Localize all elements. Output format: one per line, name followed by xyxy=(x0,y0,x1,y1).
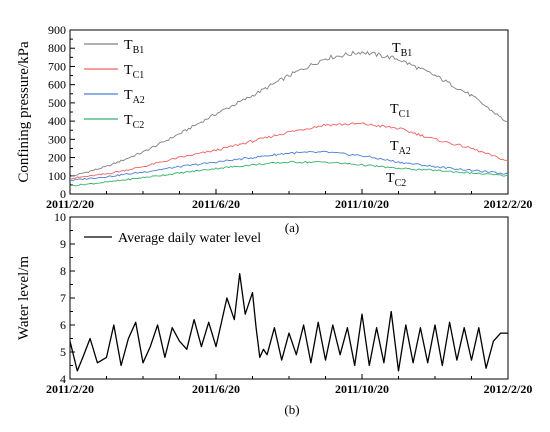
panel-b-y-tick-label: 9 xyxy=(60,237,66,251)
panel-b-y-tick-label: 5 xyxy=(60,345,66,359)
panel-b-label: (b) xyxy=(284,402,299,417)
panel-a-y-tick-label: 400 xyxy=(48,114,66,128)
panel-b-x-tick-label: 2011/6/20 xyxy=(192,382,240,396)
series-line-t-a2 xyxy=(69,150,509,182)
panel-a-y-tick-label: 700 xyxy=(48,59,66,73)
series-line-t-c1 xyxy=(69,122,509,180)
panel-b-x-tick-label: 2012/2/20 xyxy=(484,382,533,396)
panel-a-y-tick-label: 100 xyxy=(48,169,66,183)
panel-a-label: (a) xyxy=(285,220,299,235)
legend-label-b1: TB1 xyxy=(124,38,144,56)
panel-b-x-tick-label: 2011/10/20 xyxy=(335,382,389,396)
panel-b-series xyxy=(69,273,508,372)
legend-label-water-level: Average daily water level xyxy=(118,231,261,246)
panel-a-y-tick-label: 0 xyxy=(60,187,66,201)
panel-b-y-axis-label: Water level/m xyxy=(16,256,32,341)
curve-label-c2: TC2 xyxy=(386,171,406,189)
panel-b-y-tick-label: 6 xyxy=(60,318,66,332)
curve-label-b1: TB1 xyxy=(392,41,412,59)
panel-b-y-tick-label: 8 xyxy=(60,264,66,278)
panel-b-y-ticks: 4 5 6 7 8 9 10 xyxy=(54,210,75,386)
panel-a-y-tick-label: 300 xyxy=(48,132,66,146)
legend-label-a2: TA2 xyxy=(124,88,145,106)
panel-a-series xyxy=(69,50,509,187)
legend-label-c1: TC1 xyxy=(124,63,144,81)
panel-a-y-axis-label: Confining pressure/kPa xyxy=(16,41,32,183)
panel-a-legend: TB1 TC1 TA2 TC2 xyxy=(84,38,145,131)
panel-b-x-ticks: 2011/2/20 2011/6/20 2011/10/20 2012/2/20 xyxy=(46,374,532,396)
panel-a-x-tick-label: 2011/2/20 xyxy=(46,197,94,211)
panel-b-y-tick-label: 10 xyxy=(54,210,66,224)
panel-a-x-tick-label: 2012/2/20 xyxy=(484,197,533,211)
panel-b-legend: Average daily water level xyxy=(84,231,261,246)
panel-a-y-tick-label: 800 xyxy=(48,41,66,55)
panel-a-x-tick-label: 2011/10/20 xyxy=(335,197,389,211)
curve-label-a2: TA2 xyxy=(390,139,411,157)
panel-b-y-tick-label: 4 xyxy=(60,372,66,386)
panel-b-x-tick-label: 2011/2/20 xyxy=(46,382,94,396)
series-line-water-level xyxy=(69,273,508,372)
panel-b-y-tick-label: 7 xyxy=(60,291,66,305)
panel-a-y-ticks: 0 100 200 300 400 500 600 700 800 900 xyxy=(48,23,75,201)
panel-a-y-tick-label: 500 xyxy=(48,96,66,110)
legend-label-c2: TC2 xyxy=(124,113,144,131)
panel-a-x-tick-label: 2011/6/20 xyxy=(192,197,240,211)
panel-a-x-ticks: 2011/2/20 2011/6/20 2011/10/20 2012/2/20 xyxy=(46,189,532,211)
panel-a-y-tick-label: 900 xyxy=(48,23,66,37)
curve-label-c1: TC1 xyxy=(390,102,410,120)
panel-a-y-tick-label: 600 xyxy=(48,78,66,92)
series-line-t-c2 xyxy=(69,160,508,187)
series-line-t-b1 xyxy=(69,50,509,178)
panel-a-y-tick-label: 200 xyxy=(48,151,66,165)
